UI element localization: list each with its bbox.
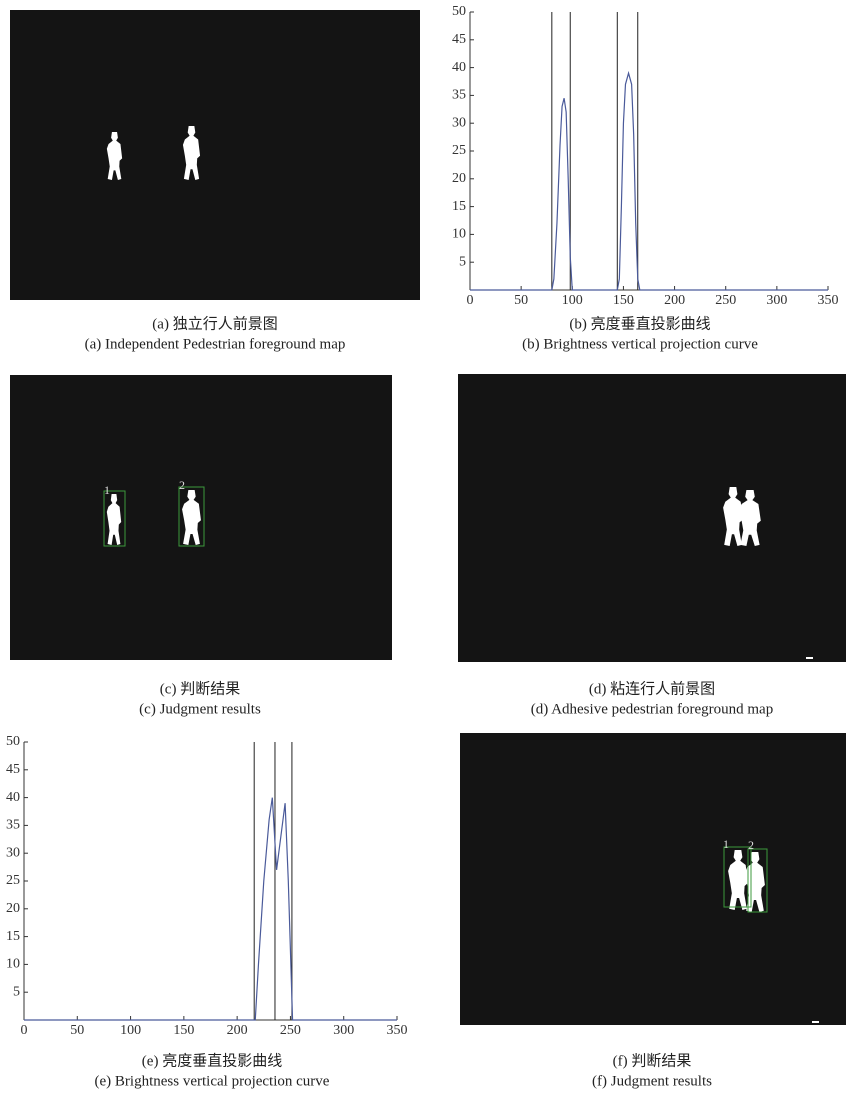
caption-zh: (f) 判断结果 xyxy=(613,1052,692,1069)
caption-zh: (c) 判断结果 xyxy=(160,680,240,697)
y-tick-label: 10 xyxy=(6,957,20,972)
y-tick-label: 5 xyxy=(459,254,466,269)
y-tick-label: 20 xyxy=(6,901,20,916)
y-tick-label: 30 xyxy=(452,115,466,130)
marker xyxy=(812,1021,819,1023)
x-tick-label: 50 xyxy=(514,293,528,308)
box-label: 2 xyxy=(748,838,754,852)
y-tick-label: 35 xyxy=(452,88,466,103)
x-tick-label: 150 xyxy=(613,293,634,308)
x-tick-label: 350 xyxy=(387,1023,408,1038)
box-label: 2 xyxy=(179,478,185,492)
foreground-image xyxy=(460,733,846,1025)
x-tick-label: 100 xyxy=(120,1023,141,1038)
y-tick-label: 50 xyxy=(6,734,20,749)
x-tick-label: 350 xyxy=(818,293,839,308)
y-tick-label: 15 xyxy=(6,929,20,944)
caption-en: (c) Judgment results xyxy=(139,701,261,717)
x-tick-label: 250 xyxy=(715,293,736,308)
box-label: 1 xyxy=(104,483,110,497)
caption-en: (f) Judgment results xyxy=(592,1073,712,1089)
projection-curve xyxy=(24,798,397,1020)
foreground-image xyxy=(458,374,846,662)
caption-en: (e) Brightness vertical projection curve xyxy=(95,1073,330,1089)
y-tick-label: 50 xyxy=(452,4,466,19)
caption-zh: (d) 粘连行人前景图 xyxy=(589,680,715,697)
y-tick-label: 40 xyxy=(6,790,20,805)
x-tick-label: 200 xyxy=(664,293,685,308)
x-tick-label: 150 xyxy=(173,1023,194,1038)
y-tick-label: 45 xyxy=(452,32,466,47)
x-tick-label: 100 xyxy=(562,293,583,308)
y-tick-label: 25 xyxy=(6,873,20,888)
y-tick-label: 40 xyxy=(452,60,466,75)
marker xyxy=(806,657,813,659)
x-tick-label: 0 xyxy=(21,1023,28,1038)
foreground-image xyxy=(10,10,420,300)
x-tick-label: 300 xyxy=(766,293,787,308)
y-tick-label: 20 xyxy=(452,171,466,186)
x-tick-label: 0 xyxy=(467,293,474,308)
y-tick-label: 15 xyxy=(452,199,466,214)
caption-zh: (a) 独立行人前景图 xyxy=(152,315,277,332)
projection-curve xyxy=(470,73,828,290)
x-tick-label: 250 xyxy=(280,1023,301,1038)
box-label: 1 xyxy=(723,837,729,851)
y-tick-label: 30 xyxy=(6,845,20,860)
caption-zh: (e) 亮度垂直投影曲线 xyxy=(142,1052,282,1069)
y-tick-label: 5 xyxy=(13,984,20,999)
foreground-image xyxy=(10,375,392,660)
figure: 1 2 1 2 (a) 独立行人前景图 (a) Independent Pedestria… xyxy=(0,0,846,1097)
x-tick-label: 50 xyxy=(70,1023,84,1038)
y-tick-label: 10 xyxy=(452,227,466,242)
caption-en: (d) Adhesive pedestrian foreground map xyxy=(531,701,773,717)
x-tick-label: 200 xyxy=(227,1023,248,1038)
page: {"panels": [ {"caption_zh": "(a) 独立行人前景图… xyxy=(0,0,846,1097)
y-tick-label: 25 xyxy=(452,143,466,158)
y-tick-label: 45 xyxy=(6,762,20,777)
caption-en: (b) Brightness vertical projection curve xyxy=(522,336,758,352)
caption-zh: (b) 亮度垂直投影曲线 xyxy=(569,315,710,332)
y-tick-label: 35 xyxy=(6,818,20,833)
caption-en: (a) Independent Pedestrian foreground ma… xyxy=(85,336,346,352)
x-tick-label: 300 xyxy=(333,1023,354,1038)
